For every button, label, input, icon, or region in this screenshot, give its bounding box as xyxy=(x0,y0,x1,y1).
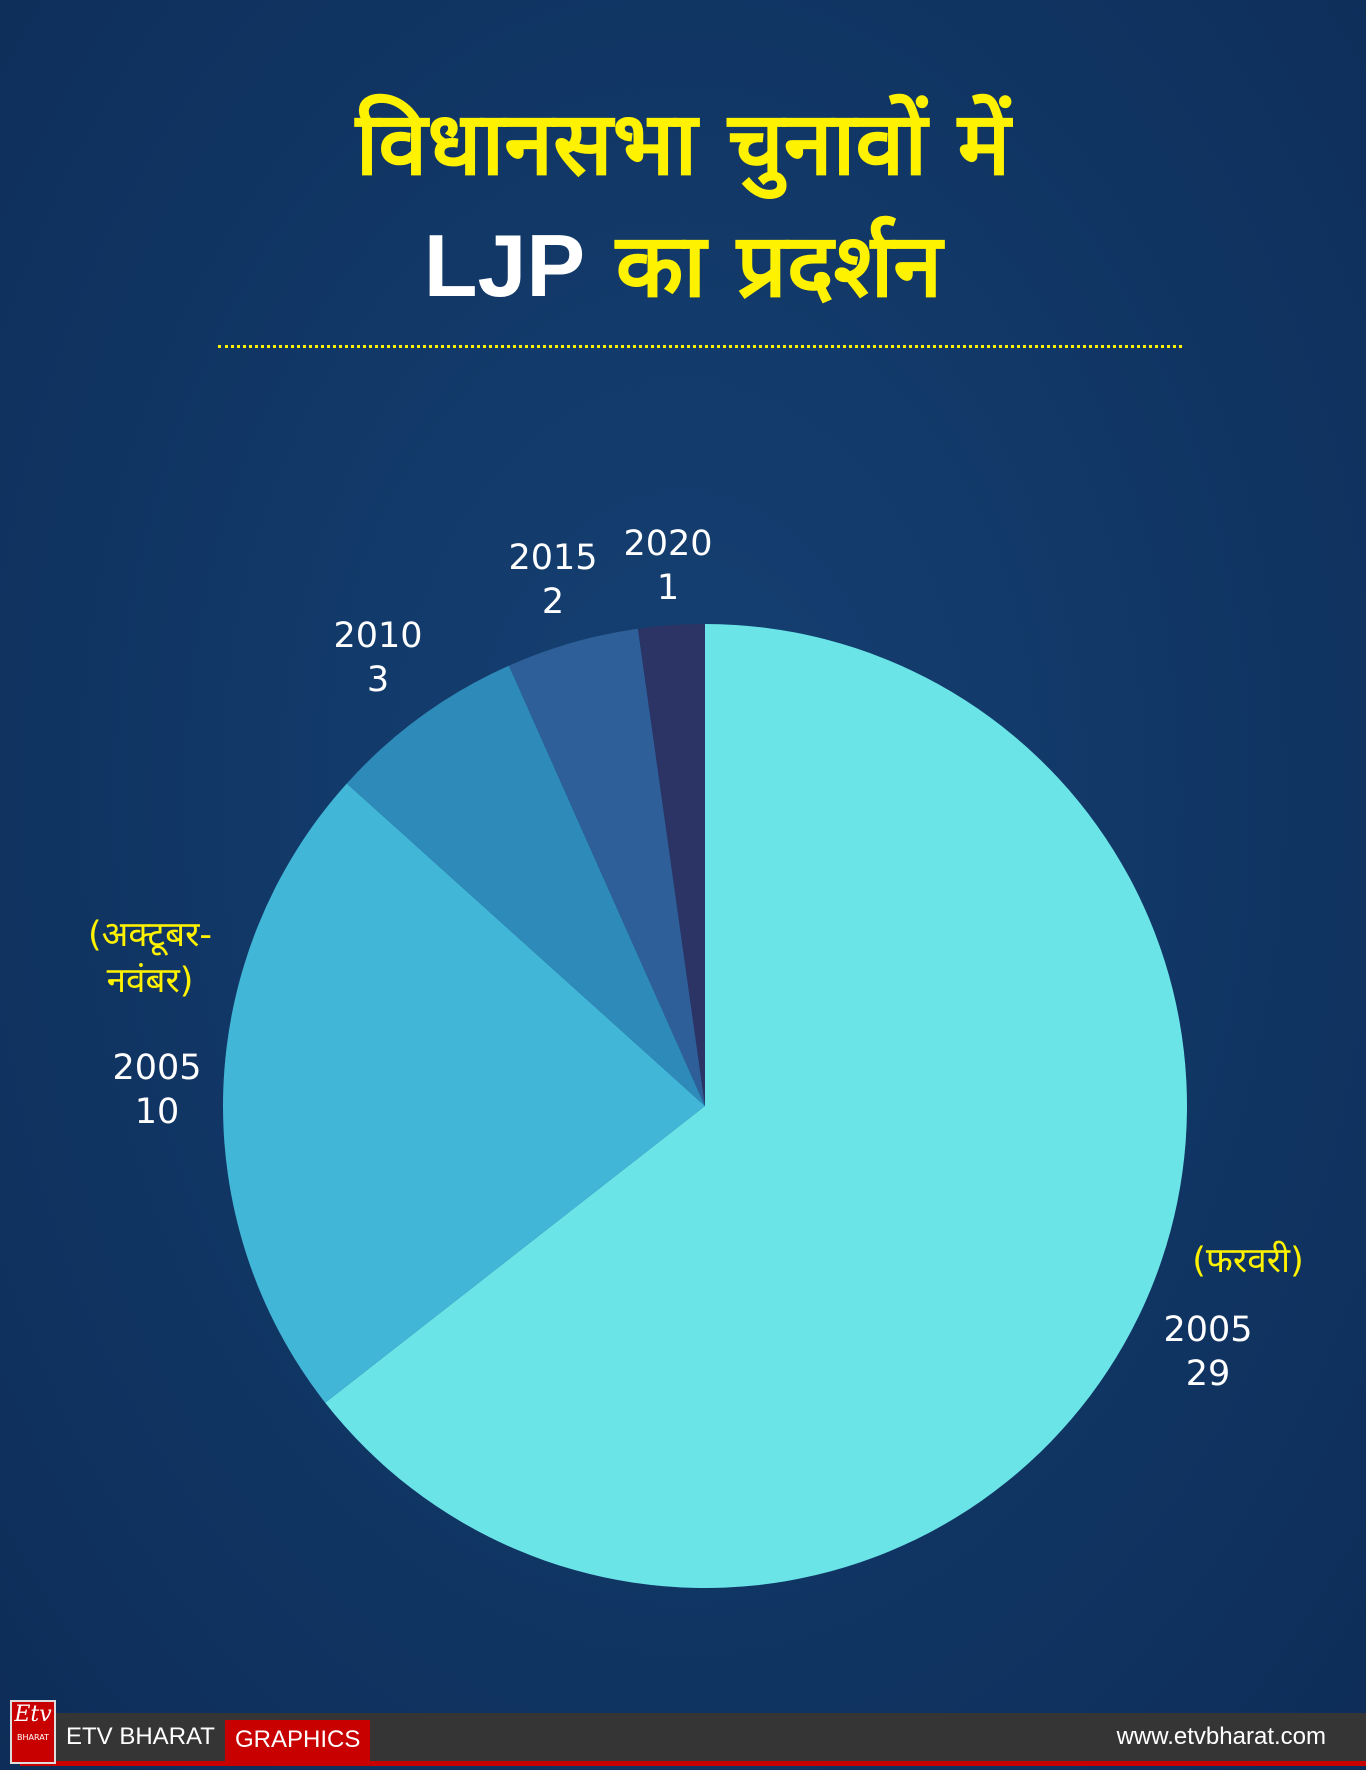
slice-label-2010: 2010 3 xyxy=(333,616,423,700)
pie-chart xyxy=(223,624,1187,1588)
title-line-1: विधानसभा चुनावों में xyxy=(355,92,1011,195)
graphics-tag: GRAPHICS xyxy=(225,1720,371,1762)
slice-label-2020: 2020 1 xyxy=(623,524,713,608)
brand-name: ETV BHARAT xyxy=(66,1723,215,1750)
pie-slice-2020-4 xyxy=(637,624,705,1106)
dotted-divider xyxy=(218,345,1182,348)
slice-label-2015: 2015 2 xyxy=(508,538,598,622)
pie-slice-2005-1 xyxy=(223,783,705,1403)
etv-logo: Etv BHARAT xyxy=(10,1700,56,1764)
title-rest: का प्रदर्शन xyxy=(615,214,943,317)
title-line-2: LJP का प्रदर्शन xyxy=(0,222,1366,310)
slice-label-2005-oct: 2005 10 xyxy=(112,1048,202,1132)
slice-note-oct-nov: (अक्टूबर- नवंबर) xyxy=(87,915,213,1001)
slice-note-feb: (फरवरी) xyxy=(1192,1241,1304,1281)
slice-label-2005-feb: 2005 29 xyxy=(1163,1310,1253,1394)
pie-slice-2005-0 xyxy=(325,624,1187,1588)
pie-slice-2010-2 xyxy=(346,665,705,1106)
party-name: LJP xyxy=(423,216,586,315)
website-link[interactable]: www.etvbharat.com xyxy=(1116,1723,1326,1750)
pie-slice-2015-3 xyxy=(508,628,705,1106)
